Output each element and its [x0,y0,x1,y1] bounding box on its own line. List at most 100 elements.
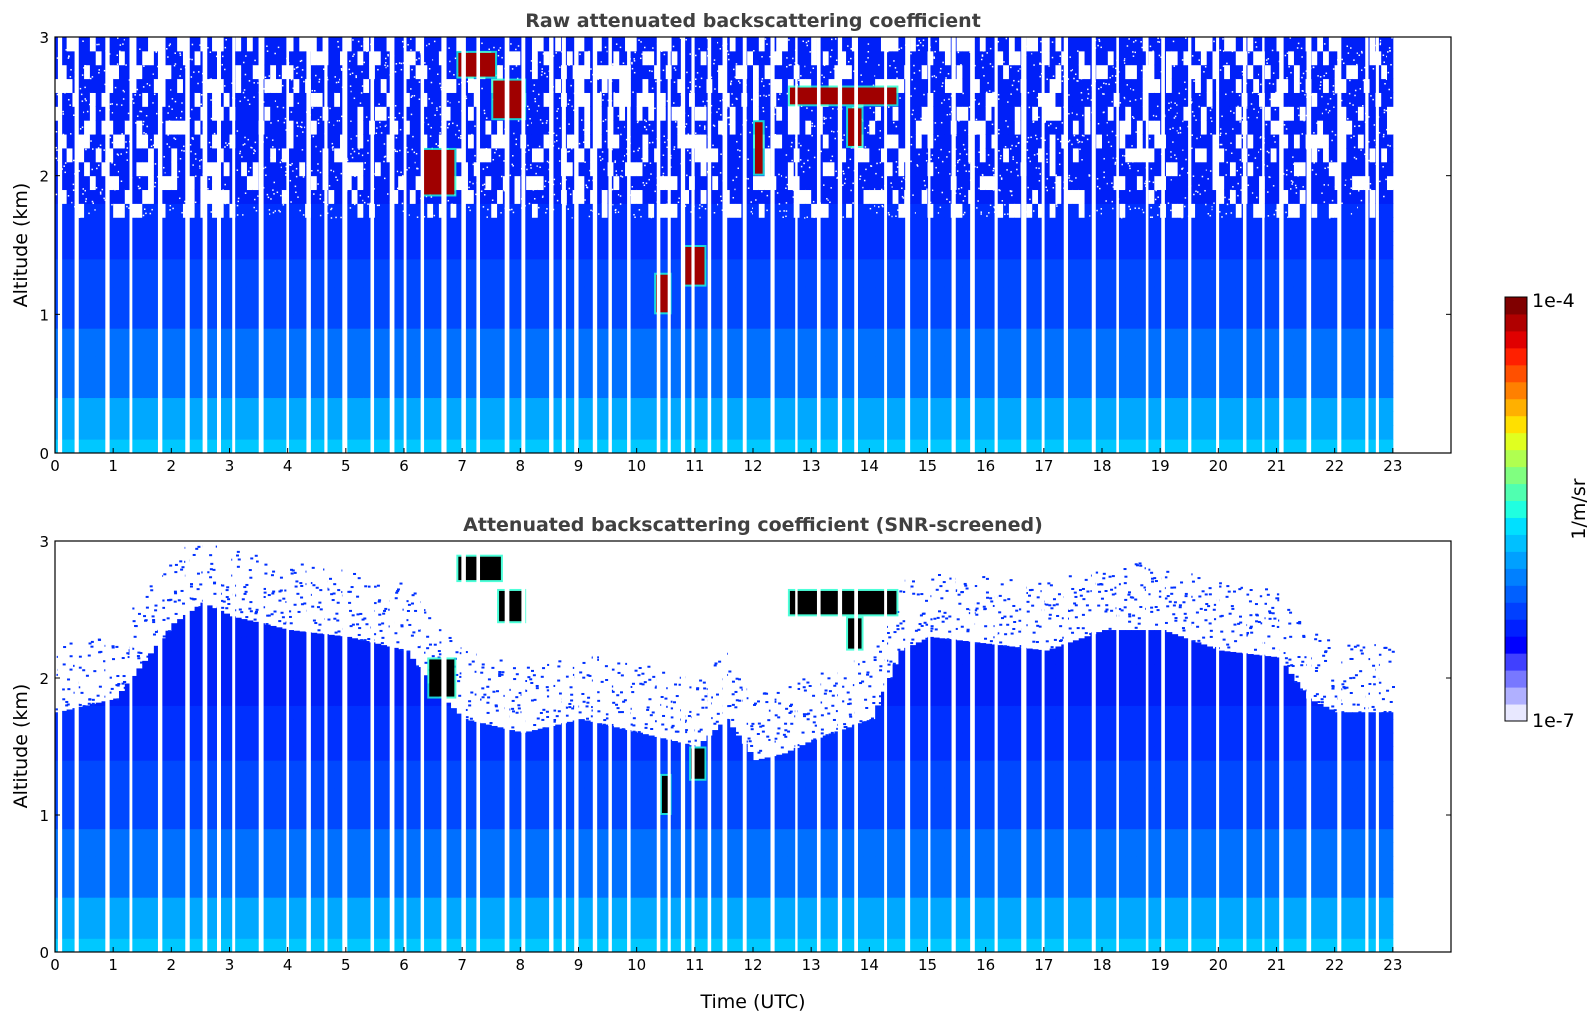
backscatter-cell [409,397,417,412]
backscatter-cell [584,411,591,426]
backscatter-cell [148,439,155,454]
backscatter-cell [328,342,335,357]
noise-speckle [271,139,274,141]
backscatter-cell [584,203,591,218]
noise-speckle [221,82,223,85]
backscatter-cell [485,217,492,232]
noise-speckle [72,189,75,191]
backscatter-cell [246,328,254,343]
backscatter-cell [467,217,475,232]
backscatter-cell [177,355,184,371]
backscatter-cell [177,342,184,357]
backscatter-cell [357,161,364,177]
noise-speckle [300,126,303,129]
backscatter-cell [444,92,452,107]
backscatter-cell [363,314,370,329]
backscatter-cell [351,397,358,412]
backscatter-cell [153,286,161,301]
noise-speckle [511,68,514,70]
backscatter-cell [578,425,585,440]
noise-speckle [554,141,556,143]
backscatter-cell [601,383,609,399]
backscatter-cell [78,161,85,177]
noise-speckle [104,83,106,86]
backscatter-cell [677,134,684,149]
noise-speckle [276,191,279,194]
backscatter-cell [124,314,132,329]
backscatter-cell [159,425,167,440]
noise-speckle [114,188,116,191]
noise-speckle [354,175,356,178]
backscatter-cell [514,328,521,343]
noise-speckle [687,197,689,200]
backscatter-cell [287,342,294,357]
noise-speckle [601,151,604,153]
backscatter-cell [136,161,143,177]
backscatter-cell [293,78,300,93]
noise-speckle [415,152,418,155]
backscatter-cell [124,425,132,440]
noise-speckle [485,117,488,119]
backscatter-cell [118,286,126,301]
backscatter-cell [136,175,143,191]
backscatter-cell [107,92,114,107]
backscatter-cell [694,217,702,232]
noise-speckle [379,121,381,124]
backscatter-cell [456,231,463,246]
backscatter-cell [153,397,161,412]
backscatter-cell [404,355,411,371]
backscatter-cell [595,300,603,315]
backscatter-cell [107,106,114,121]
backscatter-cell [345,369,353,385]
noise-speckle [191,108,193,111]
backscatter-cell [404,64,411,80]
backscatter-cell [148,272,155,288]
backscatter-cell [84,203,91,218]
backscatter-cell [613,286,620,301]
backscatter-cell [148,37,155,52]
backscatter-cell [264,78,271,93]
backscatter-cell [276,134,283,149]
backscatter-cell [60,300,68,315]
backscatter-cell [648,383,655,399]
backscatter-cell [415,258,422,274]
backscatter-cell [177,147,184,163]
backscatter-cell [497,120,504,135]
backscatter-cell [188,64,196,80]
backscatter-cell [601,342,609,357]
backscatter-cell [136,245,143,260]
backscatter-cell [345,355,353,371]
noise-speckle [116,103,118,106]
noise-speckle [386,65,389,67]
noise-speckle [140,110,143,113]
backscatter-cell [543,50,550,66]
noise-speckle [581,198,583,200]
backscatter-cell [212,397,219,412]
backscatter-cell [101,411,108,426]
backscatter-cell [171,369,178,385]
backscatter-cell [270,147,277,163]
backscatter-cell [194,217,201,232]
backscatter-cell [177,258,184,274]
backscatter-cell [427,64,434,80]
noise-speckle [183,150,185,152]
backscatter-cell [659,328,667,343]
backscatter-cell [101,189,108,204]
backscatter-cell [404,258,411,274]
noise-speckle [606,50,609,53]
backscatter-cell [508,369,516,385]
noise-speckle [214,139,217,141]
backscatter-cell [136,50,143,66]
backscatter-cell [212,78,219,93]
backscatter-cell [351,300,358,315]
backscatter-cell [287,217,294,232]
noise-speckle [98,160,100,162]
backscatter-cell [671,342,678,357]
backscatter-cell [380,231,388,246]
noise-speckle [222,55,224,58]
backscatter-cell [264,203,271,218]
backscatter-cell [159,286,167,301]
noise-speckle [654,107,656,110]
backscatter-cell [246,245,254,260]
noise-speckle [280,159,283,161]
